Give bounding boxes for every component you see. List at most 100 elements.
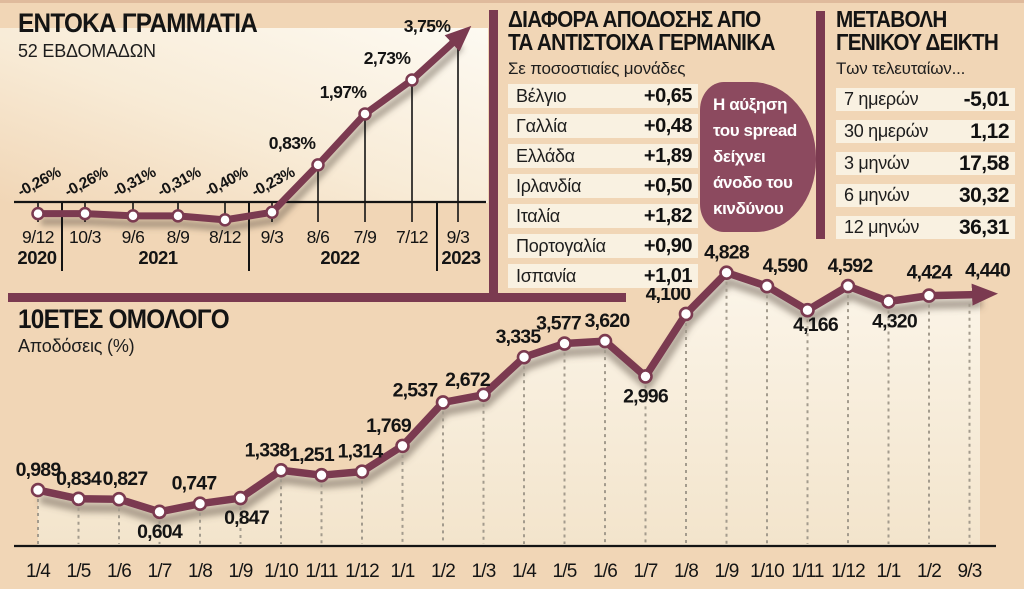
row-value: +1,01 <box>643 264 693 287</box>
point-label: 1,338 <box>245 439 291 461</box>
year-label: 2023 <box>441 247 480 268</box>
index-panel-accent-bar <box>816 11 825 239</box>
data-point <box>273 462 289 478</box>
row-value: 1,12 <box>970 119 1009 143</box>
point-label: 2,73% <box>364 48 412 68</box>
point-label: 1,97% <box>320 82 368 102</box>
data-point <box>395 438 410 454</box>
data-point <box>476 387 491 403</box>
point-label: 0,747 <box>172 473 217 495</box>
tbill-x-labels: 9/12 10/3 9/6 8/9 8/12 9/3 8/6 7/9 7/12 9/3 2020 20… <box>17 227 481 268</box>
data-point <box>358 107 372 121</box>
x-tick-label: 7/9 <box>354 227 377 247</box>
point-label: 0,834 <box>56 468 102 490</box>
x-tick-label: 1/4 <box>512 561 537 582</box>
bond-heading: 10ΕΤΕΣ ΟΜΟΛΟΓΟ Αποδόσεις (%) <box>18 305 252 357</box>
data-point <box>840 278 856 294</box>
index-panel: ΜΕΤΑΒΟΛΗ ΓΕΝΙΚΟΥ ΔΕΙΚΤΗ Των τελευταίων..… <box>836 7 1018 239</box>
data-point <box>111 491 127 507</box>
point-label: 4,590 <box>763 255 809 277</box>
row-value: -5,01 <box>963 87 1010 111</box>
row-value: +0,65 <box>643 84 693 107</box>
row-value: 30,32 <box>958 183 1010 207</box>
data-point <box>311 158 325 172</box>
index-table: 7 ημερών -5,01 30 ημερών 1,12 3 μηνών 17,58 6 … <box>836 88 1015 248</box>
tbill-rate-chart: -0,26%-0,26% -0,31%-0,31%-0,40%-0,23%0,83… <box>0 16 488 271</box>
tbill-title: ΕΝΤΟΚΑ ΓΡΑΜΜΑΤΙΑ <box>18 8 258 38</box>
point-label: 1,251 <box>289 444 335 466</box>
data-point <box>218 213 232 227</box>
x-tick-label: 1/8 <box>674 561 698 582</box>
x-tick-label: 1/2 <box>431 561 455 582</box>
row-label: 6 μηνών <box>844 185 910 205</box>
data-point <box>516 349 532 365</box>
row-label: Βέλγιο <box>516 85 567 106</box>
tbill-heading: ΕΝΤΟΚΑ ΓΡΑΜΜΑΤΙΑ 52 ΕΒΔΟΜΑΔΩΝ <box>18 8 284 62</box>
spread-row: Ισπανία +1,01 <box>508 264 698 288</box>
index-row: 6 μηνών 30,32 <box>836 184 1015 207</box>
data-point <box>30 482 46 498</box>
x-tick-label: 1/8 <box>188 561 212 582</box>
note-line: του spread <box>713 121 797 140</box>
row-value: 17,58 <box>958 151 1010 175</box>
x-tick-label: 1/6 <box>593 561 617 582</box>
x-tick-label: 1/3 <box>471 561 495 582</box>
data-point <box>192 496 208 512</box>
point-label: 3,620 <box>585 310 631 332</box>
point-label: 4,320 <box>872 310 918 332</box>
x-tick-label: 9/12 <box>22 227 54 247</box>
point-label: 3,335 <box>496 326 542 348</box>
data-point <box>171 209 185 223</box>
x-tick-label: 1/11 <box>791 561 824 582</box>
bond-line-shadow <box>39 277 983 526</box>
row-label: 3 μηνών <box>844 153 910 173</box>
note-line: Η αύξηση <box>713 95 788 114</box>
data-point <box>71 491 86 507</box>
spread-panel: ΔΙΑΦΟΡΑ ΑΠΟΔΟΣΗΣ ΑΠΟ ΤΑ ΑΝΤΙΣΤΟΙΧΑ ΓΕΡΜΑ… <box>508 6 816 296</box>
x-tick-label: 1/1 <box>876 561 900 582</box>
row-label: Ιρλανδία <box>516 175 582 196</box>
row-label: Πορτογαλία <box>516 235 606 256</box>
year-label: 2021 <box>138 247 177 268</box>
x-tick-label: 9/3 <box>447 227 470 247</box>
tbill-points <box>31 73 419 227</box>
row-label: Ελλάδα <box>516 145 575 166</box>
data-point <box>152 504 167 520</box>
data-point <box>233 490 248 506</box>
data-point <box>435 395 451 410</box>
note-line: άνοδο του <box>713 173 793 192</box>
row-label: 12 μηνών <box>844 217 920 237</box>
x-tick-label: 1/10 <box>750 561 784 582</box>
x-tick-label: 7/12 <box>396 227 428 247</box>
row-value: +1,89 <box>643 144 693 167</box>
data-point <box>881 294 896 309</box>
data-point <box>354 464 370 479</box>
index-row: 7 ημερών -5,01 <box>836 88 1015 111</box>
x-tick-label: 1/11 <box>305 561 338 582</box>
point-label: 2,672 <box>445 369 491 391</box>
row-value: +0,50 <box>643 174 693 197</box>
data-point <box>759 278 775 294</box>
data-point <box>557 336 572 351</box>
point-label: 1,314 <box>338 441 384 463</box>
point-label: 4,100 <box>646 283 692 305</box>
row-value: +0,48 <box>643 114 693 137</box>
tbill-line <box>38 25 472 224</box>
index-row: 30 ημερών 1,12 <box>836 120 1015 143</box>
spread-title-line1: ΔΙΑΦΟΡΑ ΑΠΟΔΟΣΗΣ ΑΠΟ <box>508 6 761 32</box>
row-label: Ισπανία <box>516 265 576 286</box>
x-tick-label: 1/12 <box>345 561 379 582</box>
horizontal-divider <box>8 293 626 302</box>
point-label: 0,83% <box>269 133 317 153</box>
point-label: 2,996 <box>623 385 669 407</box>
data-point <box>265 205 279 220</box>
spread-row: Πορτογαλία +0,90 <box>508 234 698 258</box>
spread-subtitle: Σε ποσοστιαίες μονάδες <box>508 58 686 78</box>
x-tick-label: 1/9 <box>228 561 252 582</box>
x-tick-label: 1/5 <box>66 561 90 582</box>
row-value: +0,90 <box>643 234 693 257</box>
index-subtitle: Των τελευταίων... <box>836 58 966 78</box>
row-value: 36,31 <box>958 215 1010 239</box>
data-point <box>31 206 45 221</box>
